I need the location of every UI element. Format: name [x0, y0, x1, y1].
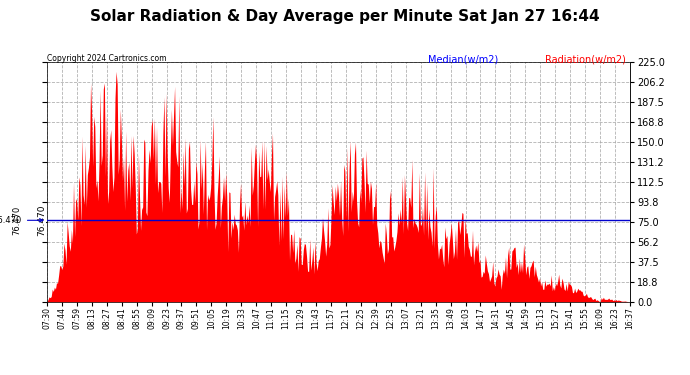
Text: 76.470: 76.470	[0, 216, 43, 225]
Text: Median(w/m2): Median(w/m2)	[428, 54, 498, 64]
Text: 76.470: 76.470	[37, 204, 46, 236]
Text: 76.470: 76.470	[12, 206, 21, 235]
Text: Copyright 2024 Cartronics.com: Copyright 2024 Cartronics.com	[47, 54, 166, 63]
Text: Radiation(w/m2): Radiation(w/m2)	[545, 54, 626, 64]
Text: Solar Radiation & Day Average per Minute Sat Jan 27 16:44: Solar Radiation & Day Average per Minute…	[90, 9, 600, 24]
